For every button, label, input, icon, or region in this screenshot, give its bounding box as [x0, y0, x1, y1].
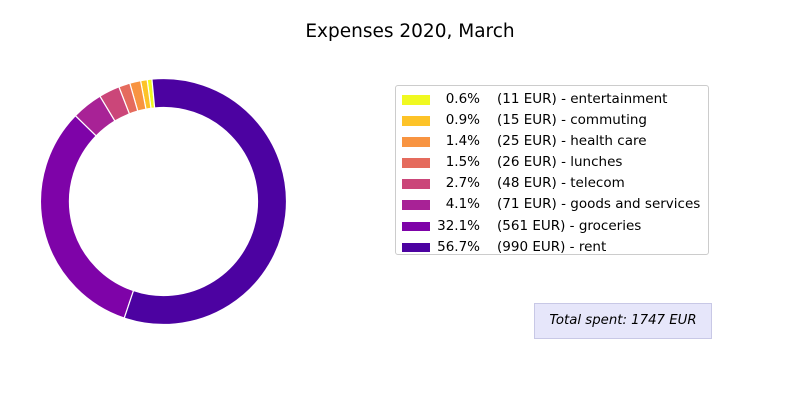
legend-percent: 4.1% — [445, 196, 480, 213]
legend-item: 4.1% (71 EUR) - goods and services — [396, 194, 708, 215]
donut-slice-groceries — [39, 114, 135, 319]
chart-legend: 0.6% (11 EUR) - entertainment 0.9% (15 EUR)… — [395, 85, 709, 255]
legend-swatch — [402, 158, 430, 168]
legend-swatch — [402, 95, 430, 105]
legend-item: 32.1% (561 EUR) - groceries — [396, 216, 708, 237]
legend-swatch — [402, 221, 430, 232]
legend-item: 2.7% (48 EUR) - telecom — [396, 173, 708, 194]
legend-label: (25 EUR) - health care — [497, 133, 647, 150]
legend-label: (26 EUR) - lunches — [497, 154, 623, 171]
legend-item: 0.6% (11 EUR) - entertainment — [396, 89, 708, 110]
legend-swatch — [402, 242, 430, 253]
legend-label: (15 EUR) - commuting — [497, 112, 647, 129]
legend-label: (990 EUR) - rent — [497, 238, 607, 255]
legend-swatch — [402, 179, 430, 189]
legend-label: (561 EUR) - groceries — [497, 217, 642, 234]
donut-slice-rent — [123, 77, 288, 326]
legend-swatch — [402, 116, 430, 126]
legend-item: 0.9% (15 EUR) - commuting — [396, 110, 708, 131]
legend-percent: 1.5% — [445, 154, 480, 171]
legend-percent: 0.6% — [445, 91, 480, 107]
legend-percent: 2.7% — [445, 175, 480, 192]
legend-label: (71 EUR) - goods and services — [497, 196, 701, 213]
legend-swatch — [402, 137, 430, 147]
legend-percent: 56.7% — [437, 238, 480, 255]
legend-percent: 32.1% — [437, 217, 480, 234]
legend-item: 1.4% (25 EUR) - health care — [396, 131, 708, 152]
legend-percent: 1.4% — [445, 133, 480, 150]
legend-percent: 0.9% — [445, 112, 480, 129]
legend-item: 1.5% (26 EUR) - lunches — [396, 152, 708, 173]
legend-label: (48 EUR) - telecom — [497, 175, 625, 192]
legend-item: 56.7% (990 EUR) - rent — [396, 237, 708, 258]
legend-swatch — [402, 200, 430, 210]
chart-title: Expenses 2020, March — [305, 21, 515, 42]
total-spent-annotation: Total spent: 1747 EUR — [534, 303, 712, 339]
legend-label: (11 EUR) - entertainment — [497, 91, 668, 107]
